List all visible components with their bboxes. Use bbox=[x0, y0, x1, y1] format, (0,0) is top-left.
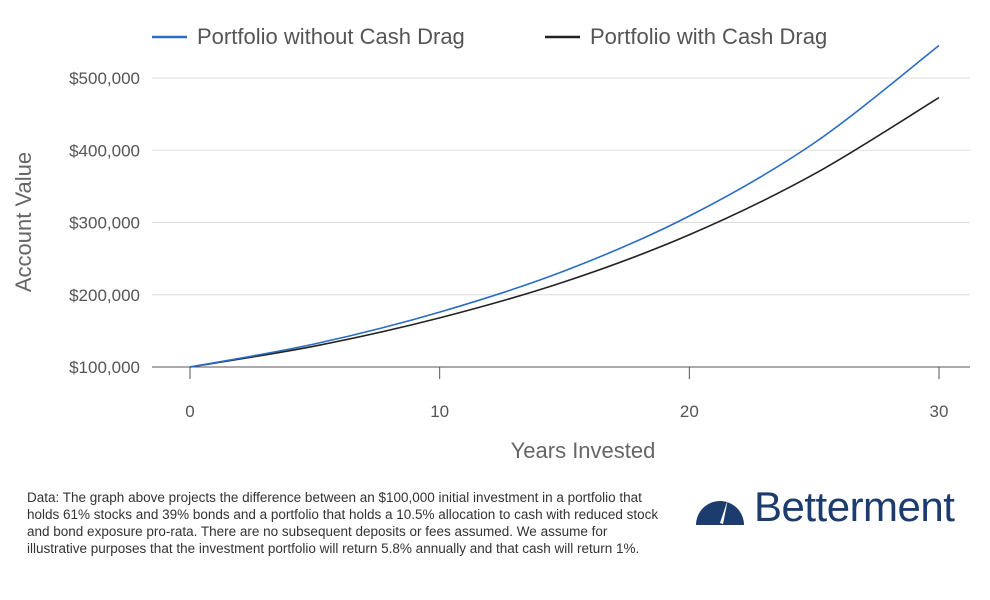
y-tick-label: $300,000 bbox=[69, 214, 140, 233]
series-line bbox=[189, 96, 940, 368]
x-tick-label: 0 bbox=[185, 402, 194, 421]
y-tick-label: $100,000 bbox=[69, 358, 140, 377]
x-tick-label: 30 bbox=[930, 402, 949, 421]
brand-name: Betterment bbox=[754, 483, 955, 530]
footnote: Data: The graph above projects the diffe… bbox=[27, 490, 659, 556]
y-tick-label: $500,000 bbox=[69, 69, 140, 88]
chart: $100,000 $200,000 $300,000 $400,000 $500,000… bbox=[11, 24, 970, 463]
x-axis-title: Years Invested bbox=[511, 438, 656, 463]
y-axis-title: Account Value bbox=[11, 152, 36, 292]
brand-logo: Betterment bbox=[694, 482, 984, 532]
series-line bbox=[189, 44, 940, 368]
x-tick-label: 20 bbox=[680, 402, 699, 421]
speedometer-icon bbox=[696, 499, 744, 525]
legend-label: Portfolio without Cash Drag bbox=[197, 24, 465, 49]
legend-label: Portfolio with Cash Drag bbox=[590, 24, 827, 49]
y-tick-label: $400,000 bbox=[69, 141, 140, 160]
y-tick-label: $200,000 bbox=[69, 286, 140, 305]
x-tick-label: 10 bbox=[430, 402, 449, 421]
